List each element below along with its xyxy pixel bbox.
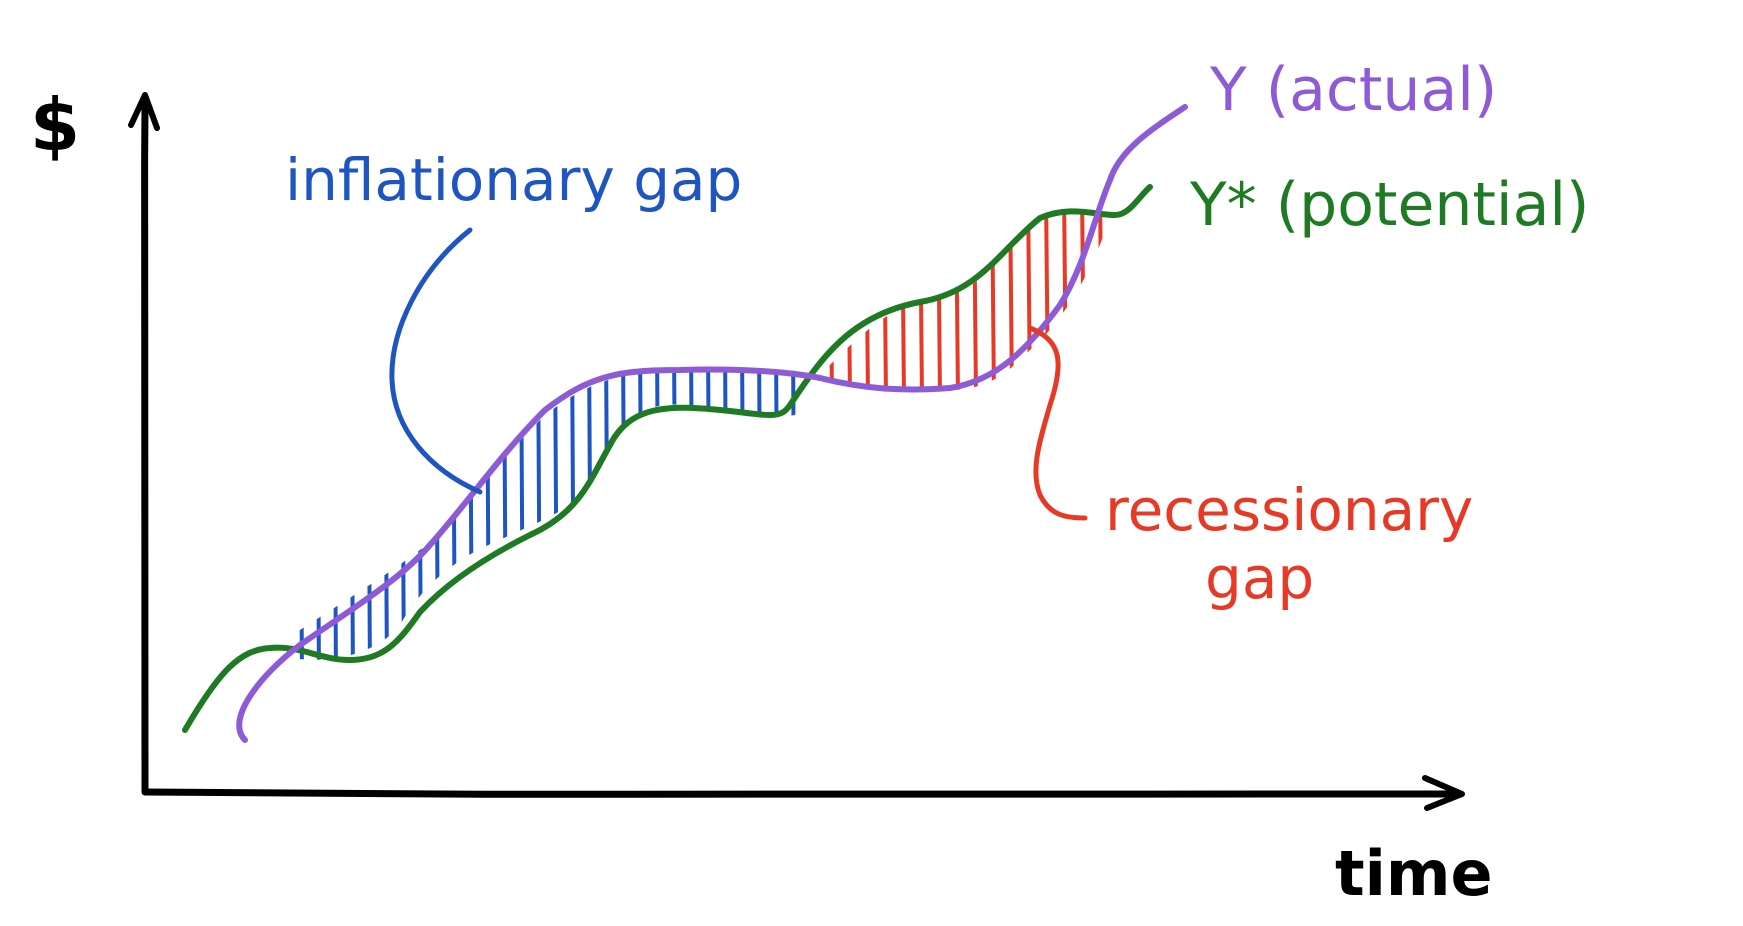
x-axis-label: time <box>1335 837 1493 910</box>
inflationary-hatch-line <box>723 369 729 660</box>
actual-output-curve <box>236 104 1188 743</box>
inflationary-hatch-line <box>638 369 644 660</box>
x-axis-line <box>141 788 1464 799</box>
inflationary-hatch-line <box>604 369 610 660</box>
inflationary-hatch-line <box>485 369 491 660</box>
recessionary-hatch-line <box>882 213 888 390</box>
inflationary-hatch-line <box>434 369 440 660</box>
inflationary-hatch-line <box>553 369 559 660</box>
inflationary-hatch-line <box>502 369 508 660</box>
recessionary-gap-label-line1: recessionary <box>1105 476 1473 544</box>
inflationary-hatch-line <box>757 369 763 660</box>
axes <box>128 92 1465 811</box>
x-axis-arrowhead <box>1422 775 1465 811</box>
inflationary-hatch-line <box>298 369 304 660</box>
recessionary-hatch-line <box>900 213 906 390</box>
inflationary-hatch-line <box>587 369 593 660</box>
recessionary-hatch-line <box>1044 213 1050 390</box>
recessionary-hatch-line <box>1080 213 1086 390</box>
inflationary-gap-pointer <box>389 227 483 495</box>
inflationary-hatch-line <box>468 369 474 660</box>
inflationary-hatch-line <box>383 369 389 660</box>
inflationary-hatch-line <box>672 369 678 660</box>
inflationary-hatch-line <box>621 369 627 660</box>
inflationary-hatch-line <box>740 369 746 660</box>
potential-output-curve <box>182 184 1153 733</box>
inflationary-hatch-line <box>366 369 372 660</box>
inflationary-hatch-line <box>791 369 797 660</box>
recessionary-hatch-line <box>828 213 834 390</box>
recessionary-hatch-line <box>846 213 852 390</box>
recessionary-gap-pointer <box>1027 325 1088 521</box>
recessionary-hatch-line <box>1026 213 1032 390</box>
recessionary-hatch-line <box>972 213 978 390</box>
inflationary-hatch-line <box>689 369 695 660</box>
inflationary-hatch-line <box>519 369 525 660</box>
inflationary-hatch-line <box>417 369 423 660</box>
actual-output-label: Y (actual) <box>1209 55 1497 125</box>
inflationary-hatch-line <box>706 369 712 660</box>
inflationary-hatch-line <box>536 369 542 660</box>
recessionary-hatch-line <box>1008 213 1014 390</box>
inflationary-gap-label: inflationary gap <box>285 146 742 214</box>
recessionary-hatch-line <box>954 213 960 390</box>
y-axis-arrowhead <box>128 92 160 131</box>
recessionary-gap-hatching <box>828 213 1104 390</box>
inflationary-hatch-line <box>332 369 338 660</box>
recessionary-hatch-line <box>1098 213 1104 390</box>
y-axis-line <box>140 101 149 794</box>
y-axis-label: $ <box>30 83 80 167</box>
inflationary-hatch-line <box>451 369 457 660</box>
inflationary-gap-hatching <box>298 369 797 660</box>
potential-output-label: Y* (potential) <box>1189 170 1589 240</box>
recessionary-hatch-line <box>918 213 924 390</box>
recessionary-hatch-line <box>864 213 870 390</box>
recessionary-gap-label-line2: gap <box>1205 544 1314 612</box>
inflationary-hatch-line <box>655 369 661 660</box>
inflationary-hatch-line <box>349 369 355 660</box>
inflationary-hatch-line <box>774 369 780 660</box>
